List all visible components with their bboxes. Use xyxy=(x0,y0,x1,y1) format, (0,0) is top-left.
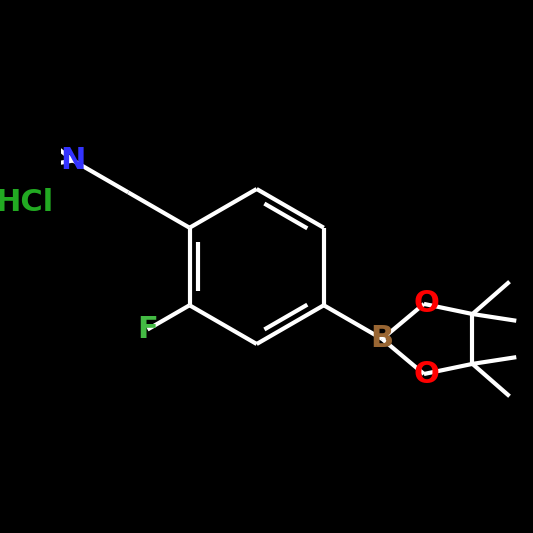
Text: O: O xyxy=(414,359,440,389)
Text: B: B xyxy=(370,325,394,353)
Text: F: F xyxy=(137,315,158,344)
Text: O: O xyxy=(414,289,440,318)
Text: HCl: HCl xyxy=(0,188,54,217)
Text: N: N xyxy=(60,146,86,175)
